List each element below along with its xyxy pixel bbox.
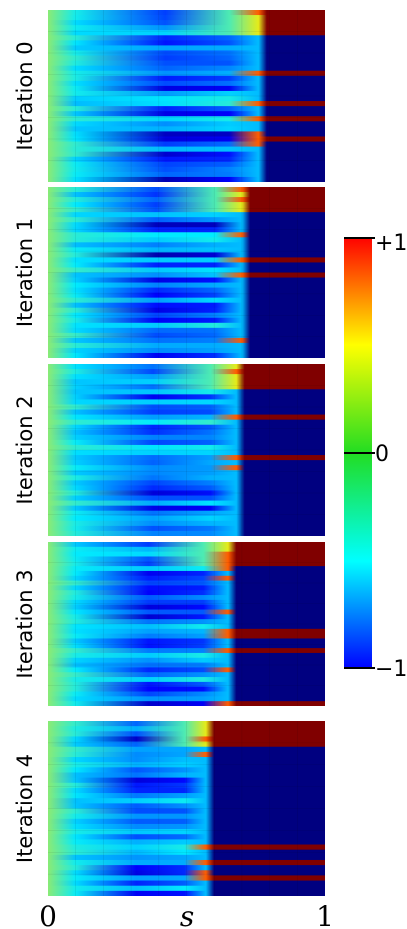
heatmap-panels xyxy=(48,10,325,896)
colorbar-label-bottom: −1 xyxy=(375,657,407,682)
heatmap-panel xyxy=(48,542,325,706)
heatmap-panel xyxy=(48,187,325,358)
heatmap-panel xyxy=(48,721,325,896)
x-tick-label-0: 0 xyxy=(39,900,57,929)
panel-label: Iteration 0 xyxy=(13,41,37,150)
colorbar: +1 0 −1 xyxy=(344,231,407,682)
heatmap-panel xyxy=(48,10,325,182)
x-tick-label-1: 1 xyxy=(316,900,334,929)
panel-label: Iteration 3 xyxy=(13,569,37,678)
colorbar-label-mid: 0 xyxy=(375,442,389,467)
heatmap-panel xyxy=(48,364,325,536)
x-axis: 0 s 1 xyxy=(39,900,334,929)
panel-label: Iteration 2 xyxy=(13,395,37,504)
x-axis-label: s xyxy=(180,900,194,929)
panel-label: Iteration 4 xyxy=(13,754,37,863)
panel-labels: Iteration 0 Iteration 1 Iteration 2 Iterati… xyxy=(13,41,37,863)
colorbar-label-top: +1 xyxy=(375,231,407,256)
panel-label: Iteration 1 xyxy=(13,218,37,327)
